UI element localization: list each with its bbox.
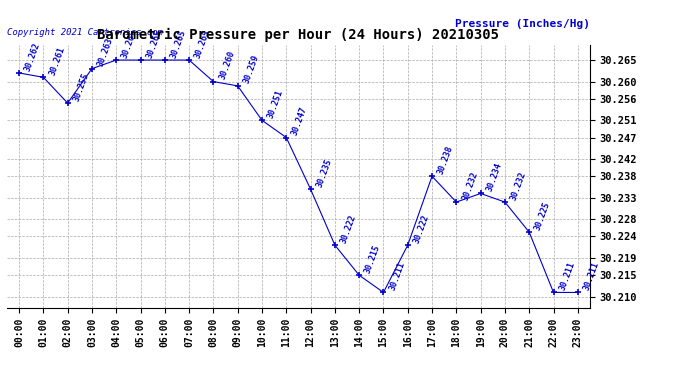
Text: 30.222: 30.222 xyxy=(412,213,431,244)
Text: Copyright 2021 Cartronics.com: Copyright 2021 Cartronics.com xyxy=(7,28,163,37)
Text: 30.255: 30.255 xyxy=(72,71,90,102)
Text: 30.211: 30.211 xyxy=(582,260,601,292)
Text: 30.222: 30.222 xyxy=(339,213,357,244)
Text: 30.247: 30.247 xyxy=(290,105,309,137)
Text: 30.234: 30.234 xyxy=(485,161,504,193)
Text: 30.262: 30.262 xyxy=(23,41,42,72)
Text: 30.235: 30.235 xyxy=(315,157,333,188)
Text: 30.211: 30.211 xyxy=(558,260,576,292)
Title: Barometric Pressure per Hour (24 Hours) 20210305: Barometric Pressure per Hour (24 Hours) … xyxy=(97,28,500,42)
Text: 30.265: 30.265 xyxy=(193,28,212,59)
Text: 30.265: 30.265 xyxy=(120,28,139,59)
Text: 30.238: 30.238 xyxy=(436,144,455,176)
Text: Pressure (Inches/Hg): Pressure (Inches/Hg) xyxy=(455,19,590,29)
Text: 30.265: 30.265 xyxy=(169,28,188,59)
Text: 30.215: 30.215 xyxy=(364,243,382,274)
Text: 30.261: 30.261 xyxy=(48,45,66,76)
Text: 30.232: 30.232 xyxy=(460,170,480,201)
Text: 30.232: 30.232 xyxy=(509,170,528,201)
Text: 30.225: 30.225 xyxy=(533,200,552,231)
Text: 30.263: 30.263 xyxy=(96,37,115,68)
Text: 30.211: 30.211 xyxy=(388,260,406,292)
Text: 30.251: 30.251 xyxy=(266,88,285,120)
Text: 30.259: 30.259 xyxy=(242,54,261,85)
Text: 30.260: 30.260 xyxy=(217,50,236,81)
Text: 30.265: 30.265 xyxy=(145,28,164,59)
